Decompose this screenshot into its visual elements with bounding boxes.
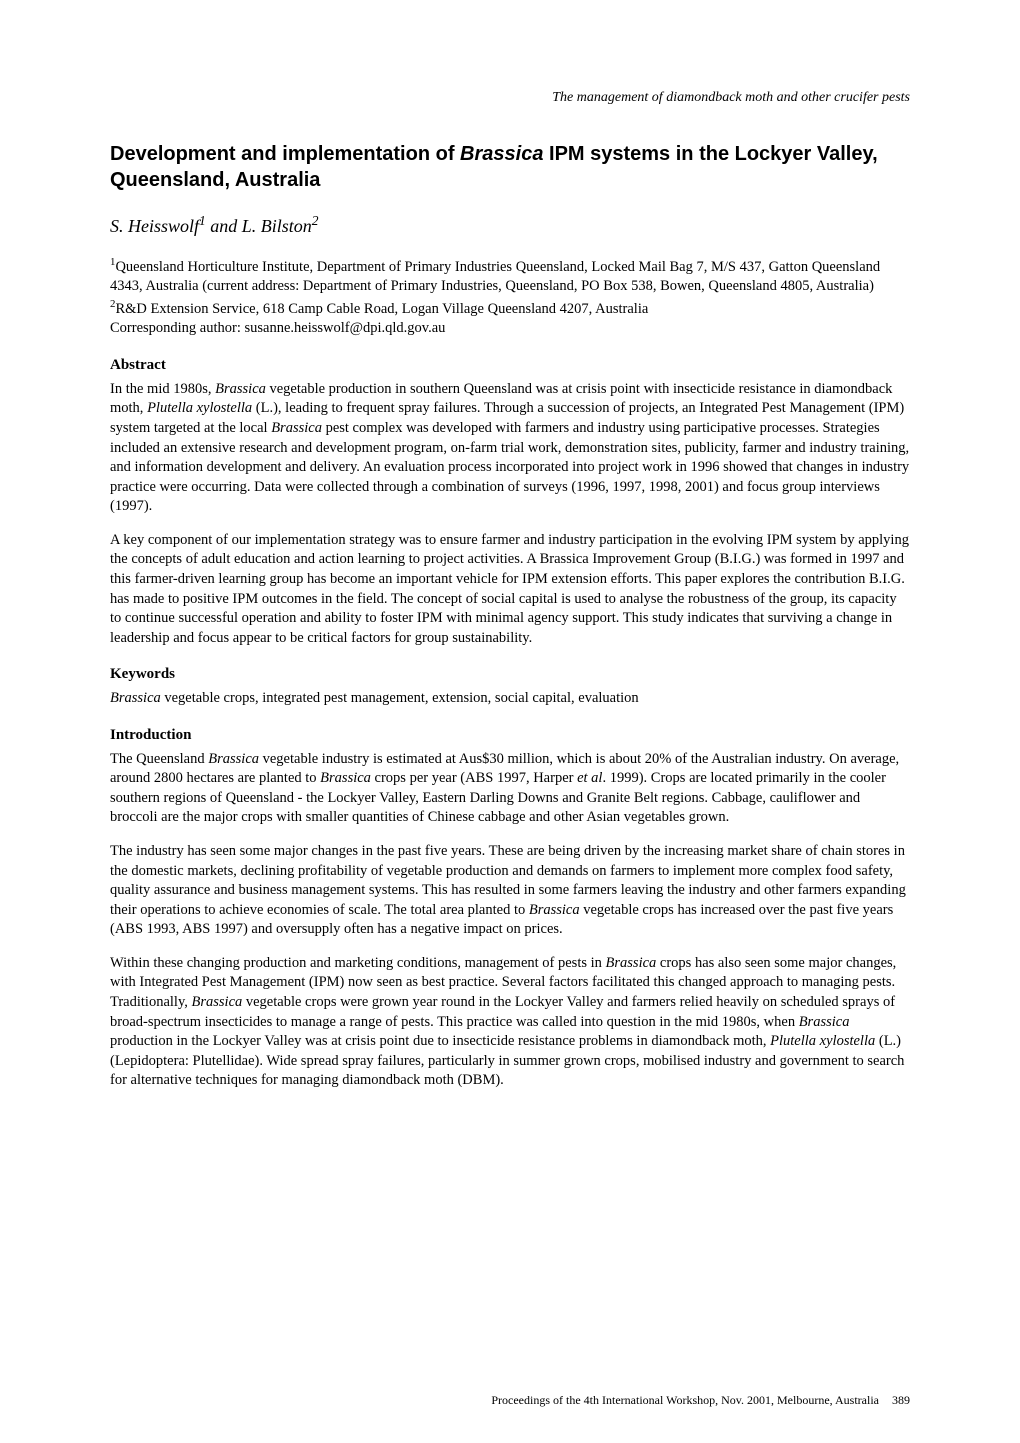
paper-title: Development and implementation of Brassi… [110, 141, 910, 193]
affiliations: 1Queensland Horticulture Institute, Depa… [110, 255, 910, 339]
running-header: The management of diamondback moth and o… [110, 90, 910, 106]
keywords-text: Brassica vegetable crops, integrated pes… [110, 689, 910, 709]
paper-authors: S. Heisswolf1 and L. Bilston2 [110, 213, 910, 237]
intro-para-2: The industry has seen some major changes… [110, 842, 910, 940]
footer-text: Proceedings of the 4th International Wor… [491, 1393, 879, 1407]
abstract-para-2: A key component of our implementation st… [110, 531, 910, 648]
abstract-para-1: In the mid 1980s, Brassica vegetable pro… [110, 380, 910, 517]
abstract-heading: Abstract [110, 357, 910, 374]
introduction-heading: Introduction [110, 727, 910, 744]
intro-para-3: Within these changing production and mar… [110, 954, 910, 1091]
page-footer: Proceedings of the 4th International Wor… [491, 1393, 910, 1408]
intro-para-1: The Queensland Brassica vegetable indust… [110, 750, 910, 828]
page-number: 389 [892, 1393, 910, 1407]
keywords-heading: Keywords [110, 666, 910, 683]
